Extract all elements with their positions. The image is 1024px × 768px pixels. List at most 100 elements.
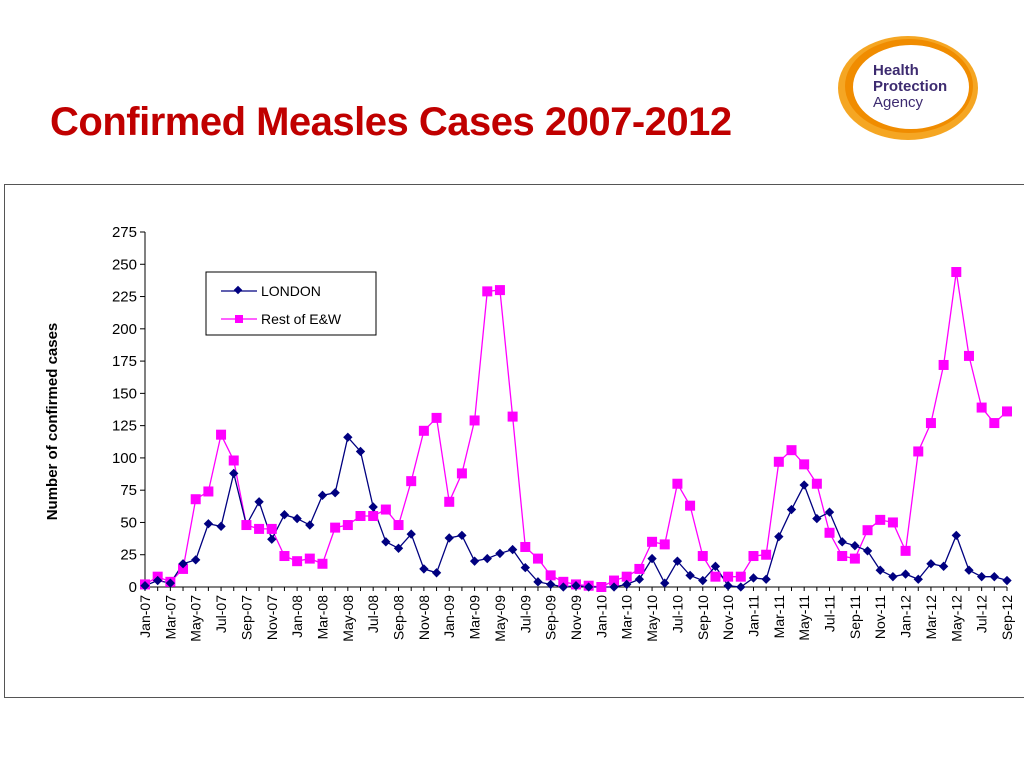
point-london [799,480,809,490]
point-rest [672,478,683,489]
point-rest [241,520,252,531]
point-london [267,534,277,544]
point-rest [621,571,632,582]
point-rest [735,571,746,582]
y-tick-label: 275 [112,224,137,241]
point-rest [558,576,569,587]
point-rest [951,267,962,278]
point-rest [469,415,480,426]
series-line-london [144,435,1008,588]
point-rest [976,402,987,413]
point-london [913,574,923,584]
logo-word-2: Protection [873,78,947,95]
point-rest [697,551,708,562]
point-london [482,553,492,564]
x-tick-label: Mar-07 [162,595,178,640]
point-london [469,556,480,566]
measles-line-chart: 0 25 50 75 100 125 150 175 200 225 250 275 Jan-07 Mar… [44,224,1015,642]
point-rest [862,525,873,536]
point-rest [393,520,404,531]
x-tick-label: Jul-11 [822,595,838,632]
point-rest [406,476,417,487]
point-london [976,572,987,582]
point-london [393,543,404,553]
point-london [774,531,784,542]
x-tick-label: Sep-07 [238,595,254,640]
point-london [989,572,999,582]
point-rest [634,563,645,574]
y-tick-label: 150 [112,385,137,402]
point-london [748,573,759,583]
point-rest [900,545,911,556]
x-tick-label: May-08 [340,595,356,642]
y-tick-label: 50 [120,514,137,531]
point-london [444,533,454,543]
point-rest [317,558,328,569]
point-rest [710,571,721,582]
point-london [736,582,746,592]
x-tick-label: May-11 [796,595,812,641]
x-tick-label: Nov-07 [264,595,280,640]
x-tick-label: Nov-10 [720,595,736,640]
point-rest [925,418,936,429]
point-rest [444,496,455,507]
point-london [254,497,264,507]
point-london [343,432,353,442]
point-london [862,546,873,556]
legend-label-london: LONDON [261,283,321,299]
x-tick-label: Sep-11 [847,595,863,639]
legend-marker-rest [235,315,243,323]
point-london [622,579,632,590]
x-tick-label: Mar-08 [314,595,330,640]
x-tick-label: Nov-08 [416,595,432,640]
point-london [368,502,378,512]
point-london [292,513,302,524]
y-tick-label: 0 [129,579,137,596]
point-rest [761,549,772,560]
point-london [495,548,505,559]
x-tick-label: May-07 [188,595,204,642]
chart-axes: 0 25 50 75 100 125 150 175 200 225 250 275 Jan-07 Mar… [112,224,1015,642]
point-rest [723,571,734,582]
x-tick-label: Sep-12 [999,595,1015,640]
point-london [431,568,442,578]
x-tick-label: Mar-10 [619,595,635,640]
point-rest [773,456,784,467]
legend-marker-london [233,285,243,295]
point-rest [456,468,467,479]
point-rest [989,418,1000,429]
x-tick-label: Mar-12 [923,595,939,640]
point-rest [824,527,835,538]
point-rest [279,551,290,562]
point-london [419,564,429,574]
point-london [837,537,847,547]
point-london [216,521,226,531]
x-tick-label: May-12 [948,595,964,642]
point-rest [216,429,227,440]
x-tick-label: Jan-12 [898,595,914,638]
point-london [698,575,708,586]
point-rest [266,523,277,534]
point-rest [609,575,620,586]
point-rest [494,285,505,296]
x-tick-label: May-10 [644,595,660,642]
chart-frame: 0 25 50 75 100 125 150 175 200 225 250 275 Jan-07 Mar… [4,184,1024,698]
x-tick-label: Sep-10 [695,595,711,640]
x-tick-label: Jul-10 [669,595,685,633]
point-rest [292,556,303,567]
point-london [786,504,797,515]
x-tick-label: Mar-09 [467,595,483,640]
x-tick-label: Mar-11 [771,595,787,639]
point-rest [304,553,315,564]
point-london [330,488,340,498]
y-tick-label: 250 [112,256,137,273]
point-london [305,520,315,530]
point-rest [596,582,607,592]
point-rest [532,553,543,564]
point-rest [342,520,353,531]
point-london [203,519,214,529]
point-rest [685,500,696,511]
x-tick-label: May-09 [492,595,508,642]
point-rest [799,459,810,470]
point-rest [1002,406,1012,417]
